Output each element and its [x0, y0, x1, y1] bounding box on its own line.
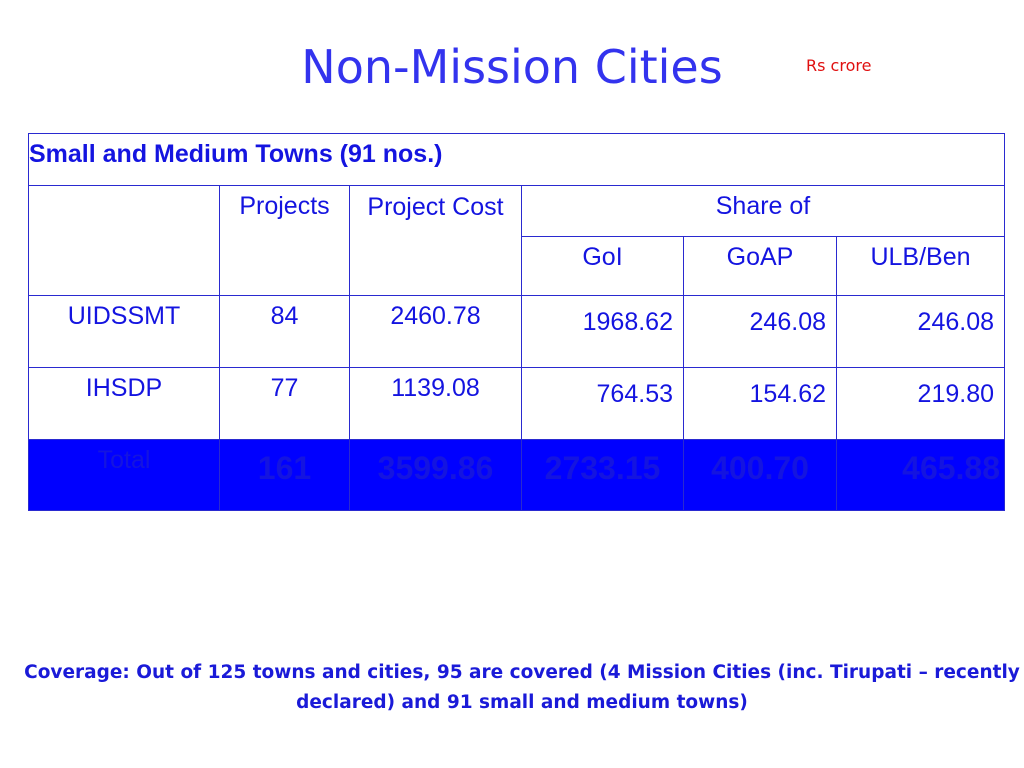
header-projects: Projects — [219, 185, 350, 296]
header-row: Projects Project Cost Share of — [28, 185, 1006, 296]
row-projects: 84 — [219, 295, 350, 368]
header-project-cost: Project Cost — [349, 185, 522, 296]
towns-table: Small and Medium Towns (91 nos.) Project… — [27, 133, 1006, 511]
row-goap: 154.62 — [683, 367, 837, 440]
row-goi: 1968.62 — [521, 295, 684, 368]
total-goi: 2733.15 — [521, 439, 684, 511]
row-cost: 1139.08 — [349, 367, 522, 440]
row-goap: 246.08 — [683, 295, 837, 368]
header-goap: GoAP — [683, 236, 837, 296]
header-share-of: Share of — [520, 185, 1006, 237]
slide-title: Non-Mission Cities — [301, 40, 723, 94]
unit-label: Rs crore — [806, 56, 872, 75]
table-heading-row: Small and Medium Towns (91 nos.) — [27, 133, 1006, 186]
table-row: UIDSSMT 84 2460.78 1968.62 246.08 246.08 — [28, 295, 1006, 368]
coverage-note-line1: Coverage: Out of 125 towns and cities, 9… — [24, 662, 1020, 683]
row-goi: 764.53 — [521, 367, 684, 440]
coverage-note-line2: declared) and 91 small and medium towns) — [296, 692, 748, 713]
total-label: Total — [28, 439, 220, 511]
total-row: Total 161 3599.86 2733.15 400.70 465.88 — [28, 439, 1006, 511]
total-projects: 161 — [219, 439, 350, 511]
header-goi: GoI — [521, 236, 684, 296]
table-heading: Small and Medium Towns (91 nos.) — [27, 133, 1006, 186]
total-cost: 3599.86 — [349, 439, 522, 511]
total-ulb: 465.88 — [835, 439, 1006, 511]
row-name: IHSDP — [28, 367, 220, 440]
row-cost: 2460.78 — [349, 295, 522, 368]
header-blank-cell — [28, 185, 220, 296]
header-ulb: ULB/Ben — [835, 236, 1006, 296]
coverage-note-text: Coverage: Out of 125 towns and cities, 9… — [10, 658, 1024, 718]
total-goap: 400.70 — [683, 439, 837, 511]
row-name: UIDSSMT — [28, 295, 220, 368]
row-ulb: 246.08 — [835, 295, 1006, 368]
table-row: IHSDP 77 1139.08 764.53 154.62 219.80 — [28, 367, 1006, 440]
row-ulb: 219.80 — [835, 367, 1006, 440]
row-projects: 77 — [219, 367, 350, 440]
